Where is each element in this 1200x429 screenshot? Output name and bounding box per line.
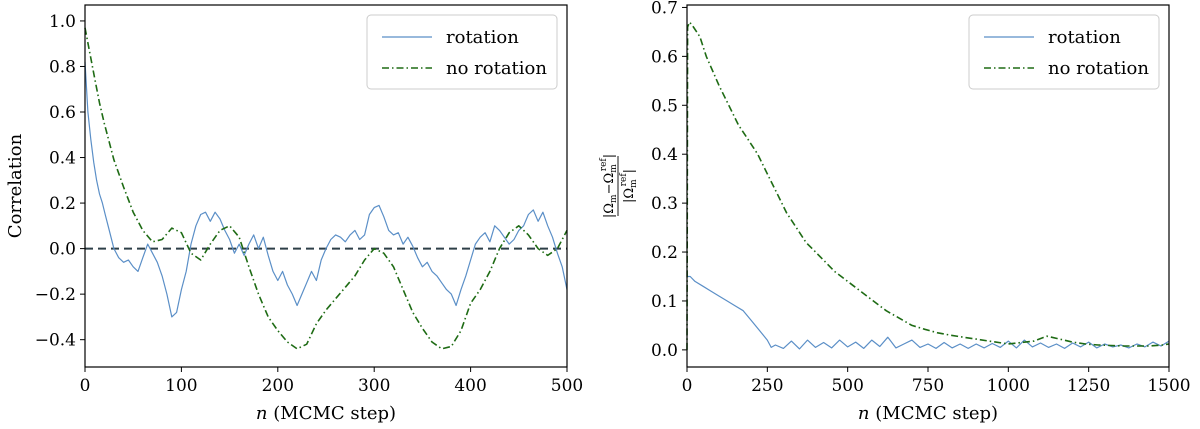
right-x-tick-label: 1250 — [1067, 376, 1110, 396]
left-y-tick-label: 0.2 — [49, 194, 76, 214]
right-legend-box — [968, 14, 1160, 90]
left-chart: 0 100 200 300 400 500 −0.4 −0.2 0.0 0.2 0.4 0.6 0.8 1… — [5, 4, 583, 424]
left-plot-border — [84, 4, 568, 368]
right-y-axis-numerator: |Ωm−Ωmref| — [599, 154, 619, 218]
right-legend: rotation no rotation — [968, 14, 1160, 90]
left-y-tick-label: 0.6 — [49, 103, 76, 123]
right-y-tick-label: 0.3 — [651, 194, 678, 214]
left-series-rotation — [84, 61, 568, 318]
right-x-tick-label: 1000 — [987, 376, 1030, 396]
right-legend-label-rotation: rotation — [1048, 27, 1121, 48]
left-legend: rotation no rotation — [366, 14, 558, 90]
left-x-tick-label: 500 — [551, 376, 583, 396]
left-y-tick-label: 0.8 — [49, 57, 76, 77]
left-x-axis-label: n (MCMC step) — [256, 403, 396, 424]
right-y-tick-label: 0.7 — [651, 0, 678, 18]
right-x-tick-label: 500 — [831, 376, 863, 396]
left-legend-box — [366, 14, 558, 90]
right-y-tick-label: 0.4 — [651, 145, 678, 165]
left-y-tick-label: 0.4 — [49, 149, 76, 169]
left-y-tick-label: 1.0 — [49, 12, 76, 32]
right-x-axis-label: n (MCMC step) — [858, 403, 998, 424]
left-y-tick-label: −0.2 — [35, 285, 76, 305]
left-legend-label-rotation: rotation — [446, 27, 519, 48]
right-x-tick-label: 250 — [751, 376, 783, 396]
right-x-axis-var: n — [858, 403, 870, 424]
left-x-tick-label: 300 — [358, 376, 390, 396]
right-chart: 0 250 500 750 1000 1250 1500 0.0 0.1 0.2 0.3 0.4 0.5… — [599, 0, 1191, 424]
left-x-tick-label: 100 — [165, 376, 197, 396]
right-y-axis-denominator: |Ωmref| — [619, 169, 639, 203]
right-y-tick-label: 0.6 — [651, 47, 678, 67]
left-x-tick-label: 400 — [454, 376, 486, 396]
left-y-tick-label: −0.4 — [35, 331, 76, 351]
right-y-tick-label: 0.5 — [651, 96, 678, 116]
left-x-axis-text: (MCMC step) — [273, 403, 396, 424]
left-legend-label-no-rotation: no rotation — [446, 58, 547, 79]
right-y-tick-label: 0.2 — [651, 243, 678, 263]
left-series-no-rotation — [84, 27, 568, 350]
right-y-tick-label: 0.0 — [651, 341, 678, 361]
right-series-no-rotation — [686, 21, 1170, 350]
right-x-tick-label: 0 — [682, 376, 693, 396]
left-x-axis-var: n — [256, 403, 268, 424]
right-y-tick-label: 0.1 — [651, 292, 678, 312]
right-y-axis-label: |Ωm−Ωmref| |Ωmref| — [599, 154, 639, 218]
right-x-tick-label: 750 — [912, 376, 944, 396]
right-legend-label-no-rotation: no rotation — [1048, 58, 1149, 79]
left-y-tick-label: 0.0 — [49, 240, 76, 260]
left-x-tick-label: 200 — [262, 376, 294, 396]
right-x-axis-text: (MCMC step) — [875, 403, 998, 424]
right-plot-border — [686, 4, 1170, 368]
right-x-tick-label: 1500 — [1147, 376, 1190, 396]
left-x-tick-label: 0 — [80, 376, 91, 396]
left-y-axis-label: Correlation — [5, 133, 26, 238]
